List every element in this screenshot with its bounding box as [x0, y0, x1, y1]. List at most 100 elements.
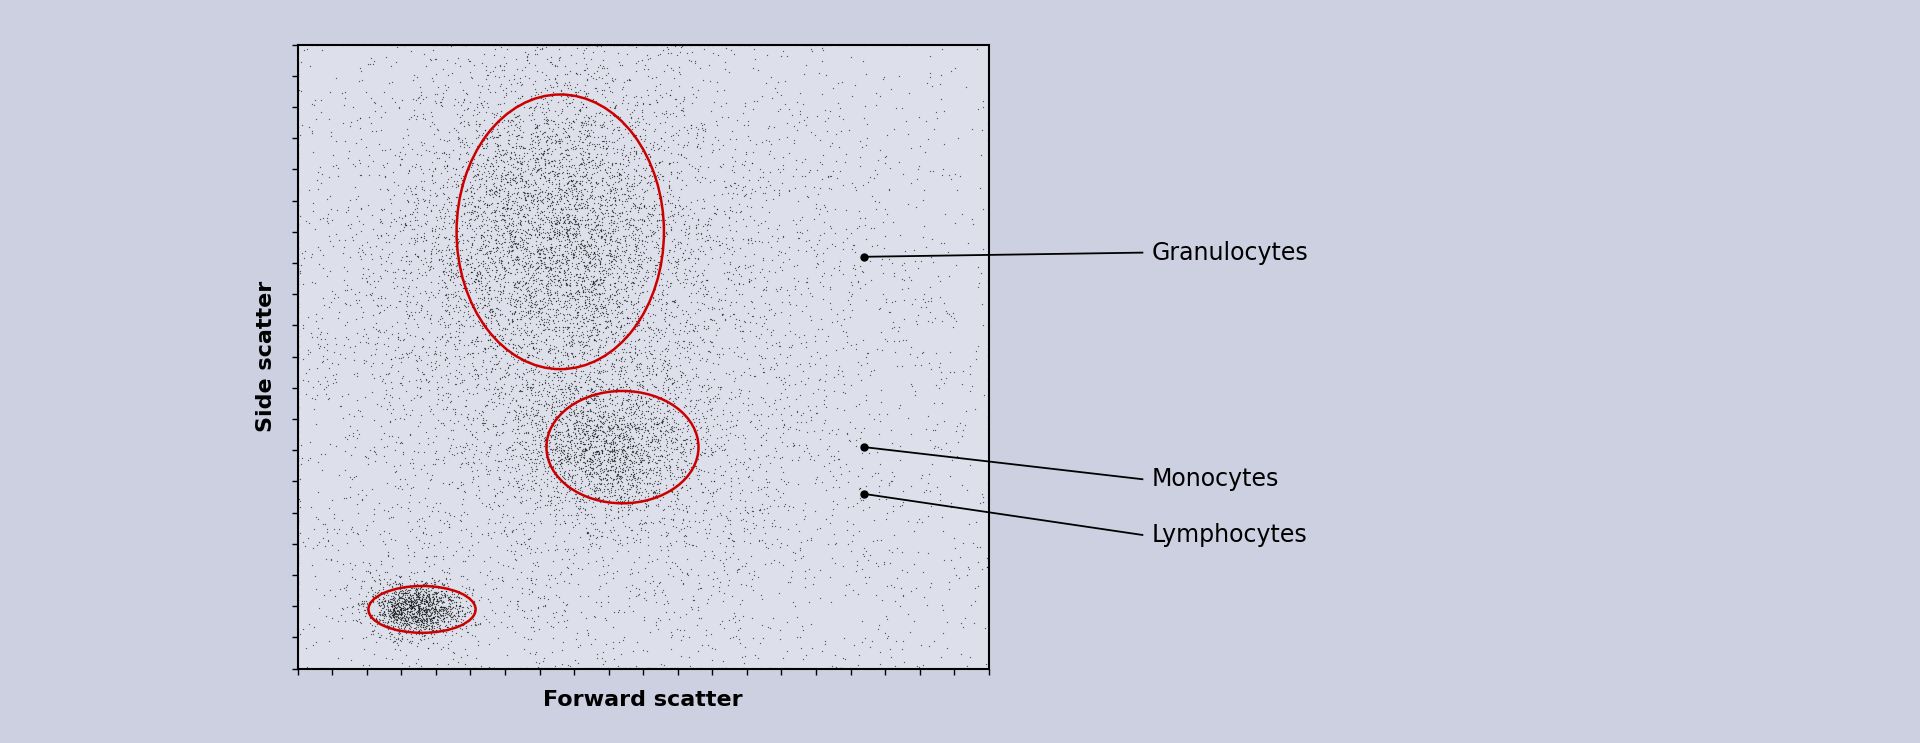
Point — [566, 449, 597, 461]
Point — [488, 427, 518, 439]
Point — [634, 401, 664, 413]
Point — [660, 216, 691, 228]
Point — [588, 435, 618, 447]
Point — [388, 282, 419, 293]
Point — [524, 218, 555, 230]
Point — [588, 175, 618, 186]
Point — [566, 202, 597, 214]
Point — [764, 133, 795, 145]
Point — [522, 366, 553, 378]
Point — [551, 347, 582, 359]
Point — [324, 583, 355, 595]
Point — [660, 521, 691, 533]
Point — [509, 631, 540, 643]
Point — [380, 601, 411, 613]
Point — [755, 149, 785, 160]
Point — [455, 189, 486, 201]
Point — [584, 468, 614, 480]
Point — [480, 308, 511, 320]
Point — [374, 634, 405, 646]
Point — [534, 157, 564, 169]
Point — [574, 324, 605, 336]
Point — [467, 360, 497, 372]
Point — [789, 565, 820, 577]
Point — [459, 200, 490, 212]
Point — [563, 189, 593, 201]
Point — [484, 296, 515, 308]
Point — [847, 140, 877, 152]
Point — [540, 226, 570, 238]
Point — [467, 97, 497, 109]
Point — [447, 385, 478, 397]
Point — [516, 456, 547, 468]
Point — [486, 305, 516, 317]
Point — [501, 155, 532, 167]
Point — [595, 315, 626, 327]
Point — [593, 382, 624, 394]
Point — [541, 418, 572, 430]
Point — [720, 134, 751, 146]
Point — [551, 251, 582, 263]
Point — [282, 328, 313, 340]
Point — [376, 600, 407, 611]
Point — [612, 73, 643, 85]
Point — [342, 246, 372, 258]
Point — [618, 174, 649, 186]
Point — [520, 289, 551, 301]
Point — [578, 512, 609, 524]
Point — [399, 583, 430, 594]
Point — [424, 606, 455, 617]
Point — [526, 195, 557, 207]
Point — [534, 499, 564, 510]
Point — [712, 533, 743, 545]
Point — [636, 169, 666, 181]
Point — [566, 170, 597, 182]
Point — [733, 567, 764, 579]
Point — [547, 321, 578, 333]
Point — [444, 189, 474, 201]
Point — [526, 243, 557, 255]
Point — [403, 602, 434, 614]
Point — [357, 253, 388, 265]
Point — [576, 136, 607, 148]
Point — [685, 582, 716, 594]
Point — [657, 85, 687, 97]
Point — [659, 296, 689, 308]
Point — [422, 287, 453, 299]
Point — [392, 617, 422, 629]
Point — [568, 98, 599, 110]
Point — [307, 312, 338, 324]
Point — [599, 177, 630, 189]
Point — [430, 387, 461, 399]
Point — [714, 392, 745, 404]
Point — [645, 305, 676, 317]
Point — [614, 350, 645, 362]
Point — [572, 371, 603, 383]
Point — [378, 597, 409, 609]
Point — [697, 545, 728, 557]
Point — [551, 392, 582, 403]
Point — [405, 615, 436, 627]
Point — [582, 364, 612, 376]
Point — [518, 260, 549, 272]
Point — [497, 172, 528, 184]
Point — [710, 39, 741, 51]
Point — [557, 317, 588, 329]
Point — [424, 222, 455, 234]
Point — [726, 242, 756, 254]
Point — [499, 230, 530, 242]
Point — [282, 233, 313, 245]
Point — [607, 94, 637, 106]
Point — [409, 113, 440, 125]
Point — [346, 405, 376, 417]
Point — [674, 473, 705, 484]
Point — [417, 593, 447, 605]
Point — [730, 259, 760, 271]
Point — [363, 585, 394, 597]
Point — [639, 161, 670, 173]
Point — [622, 421, 653, 433]
Point — [622, 263, 653, 275]
Point — [282, 623, 313, 635]
Point — [651, 126, 682, 137]
Point — [584, 583, 614, 594]
